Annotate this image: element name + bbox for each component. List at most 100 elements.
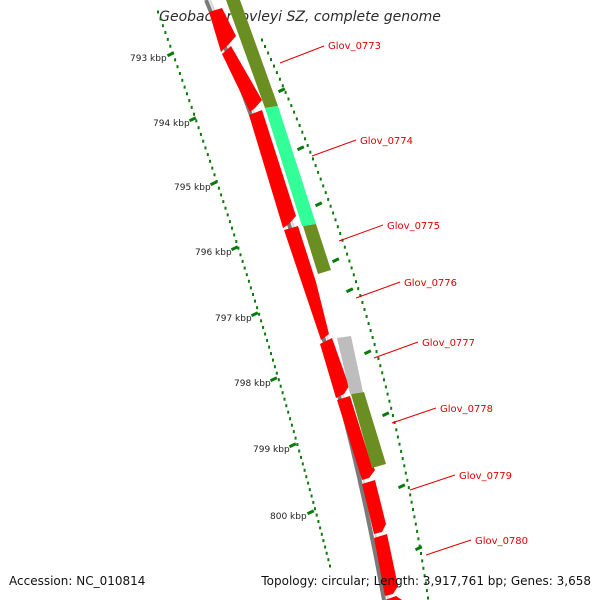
scale-tick [304,137,306,141]
scale-tick [261,38,263,42]
scale-major-tick [209,180,218,187]
scale-tick [407,486,410,490]
scale-tick [327,197,330,201]
scale-tick [281,84,284,88]
scale-major-tick [314,201,323,208]
scale-tick [412,508,414,511]
scale-tick [319,177,322,181]
cds-arrow[interactable] [320,338,349,398]
scale-tick [322,539,325,543]
scale-major-tick [230,245,239,252]
annotation-olive[interactable] [226,0,278,108]
gene-label[interactable]: Glov_0780 [475,536,528,547]
gene-label[interactable]: Glov_0774 [360,136,413,147]
scale-tick [294,436,297,440]
scale-tick [188,99,191,103]
scale-major-ticks [166,51,315,516]
scale-tick [359,294,362,298]
scale-tick [369,329,372,332]
scale-tick [363,308,366,311]
scale-tick [278,77,281,81]
scale-tick [373,343,376,346]
scale-tick [320,532,323,536]
scale-tick [315,513,318,517]
scale-tick [352,273,355,277]
gene-label[interactable]: Glov_0773 [328,41,381,52]
scale-tick [287,97,290,101]
gene-label[interactable]: Glov_0777 [422,338,475,349]
gene-label[interactable]: Glov_0779 [459,471,512,482]
scale-label: 794 kbp [153,119,190,129]
scale-tick [355,280,357,284]
scale-label: 797 kbp [215,314,252,324]
scale-tick [375,350,378,354]
scale-tick [190,105,193,109]
annotation-grey[interactable] [337,336,363,394]
scale-tick [346,252,349,256]
scale-major-tick [363,349,372,356]
scale-tick [409,493,412,497]
scale-tick [211,166,214,170]
scale-tick [270,58,272,62]
cds-arrow[interactable] [209,8,236,52]
scale-tick [324,545,327,549]
annotation-olive[interactable] [351,392,386,468]
gene-label[interactable]: Glov_0778 [440,404,493,415]
scale-tick [371,336,374,339]
scale-tick [418,544,421,548]
scale-tick [422,566,425,570]
scale-major-tick [381,411,390,418]
scale-major-tick [397,483,406,490]
cds-arrow[interactable] [374,534,398,596]
cds-arrow[interactable] [222,46,262,112]
scale-tick [235,240,238,243]
gene-label[interactable]: Glov_0775 [387,221,440,232]
scale-tick [267,51,270,55]
scale-tick [273,64,275,68]
annotation-track [226,0,386,468]
gene-label[interactable]: Glov_0776 [404,278,457,289]
scale-tick [281,391,284,395]
scale-tick [195,119,198,123]
scale-major-tick [288,442,297,449]
cds-arrow[interactable] [337,396,375,480]
scale-tick [213,173,216,177]
scale-tick [395,428,398,432]
scale-label: 796 kbp [195,248,232,258]
scale-tick [178,72,181,75]
annotation-olive[interactable] [303,224,331,274]
scale-labels: 793 kbp 794 kbp 795 kbp 796 kbp 797 kbp … [130,54,307,522]
scale-tick [241,259,244,263]
scale-tick [350,266,353,270]
scale-tick [293,110,296,114]
scale-tick [290,104,293,108]
cds-arrow[interactable] [284,226,329,340]
scale-tick [306,144,309,147]
cds-arrow[interactable] [385,596,402,600]
scale-tick [283,397,286,401]
scale-tick [341,238,344,242]
scale-tick [226,213,229,217]
cds-arrow[interactable] [249,110,296,228]
scale-tick [220,193,223,197]
scale-major-tick [414,545,423,552]
scale-tick [357,287,360,291]
annotation-teal[interactable] [265,106,316,226]
cds-arrow[interactable] [362,480,386,534]
scale-tick [193,112,195,116]
scale-tick [298,124,301,127]
scale-tick [239,253,242,257]
scale-tick [169,44,172,48]
scale-tick [384,385,387,389]
scale-tick [421,559,424,563]
scale-tick [314,164,317,168]
scale-tick [365,315,368,318]
scale-tick [413,515,416,519]
scale-tick [164,31,167,34]
scale-tick [334,218,337,222]
scale-tick [298,449,301,453]
scale-tick [314,507,316,511]
scale-tick [260,319,263,323]
scale-label: 798 kbp [234,379,271,389]
